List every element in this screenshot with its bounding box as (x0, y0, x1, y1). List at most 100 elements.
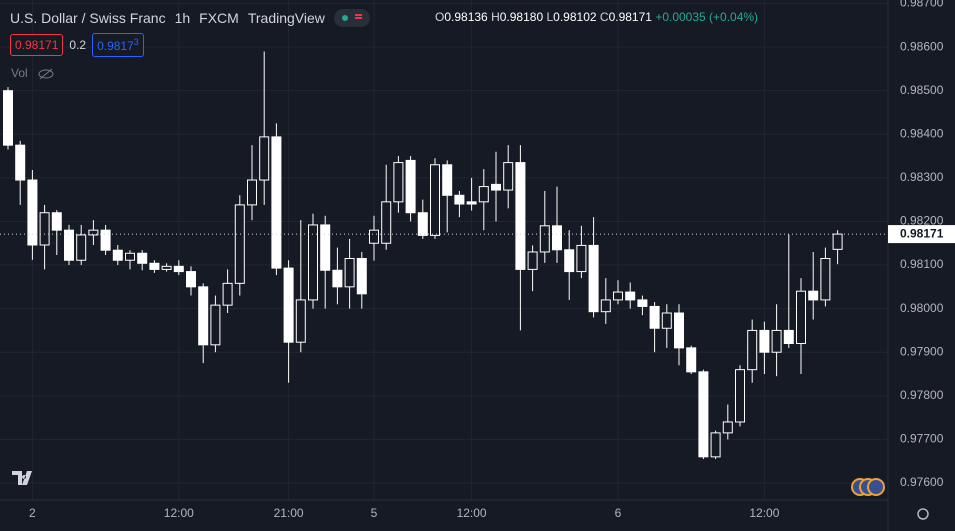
currency-flag (867, 478, 885, 496)
candle-body (503, 162, 514, 191)
candle-body (466, 201, 477, 205)
candle-body (588, 244, 599, 313)
x-tick-label: 5 (371, 506, 378, 520)
candle-body (15, 144, 26, 181)
candle-body (247, 179, 257, 206)
candle-body (125, 252, 135, 261)
candle-body (576, 244, 587, 273)
y-tick-label: 0.98100 (900, 257, 944, 271)
candle-body (381, 201, 392, 244)
candle-body (430, 164, 440, 236)
legend-value: 0.98180 (499, 10, 544, 24)
legend-value: 0.98136 (444, 10, 488, 24)
candle-body (686, 347, 697, 373)
symbol-title: U.S. Dollar / Swiss Franc (10, 10, 166, 26)
candle-body (722, 421, 733, 434)
legend-label: H (491, 10, 500, 24)
volume-label[interactable]: Vol (11, 66, 55, 80)
y-tick-label: 0.97600 (900, 475, 944, 489)
x-tick-label: 2 (29, 506, 36, 520)
candle-body (369, 229, 379, 244)
candle-body (820, 258, 831, 301)
candle-body (796, 290, 806, 345)
candle-body (491, 183, 501, 191)
candle-body (344, 258, 355, 288)
candle-body (39, 212, 50, 246)
candle-body (64, 229, 74, 261)
candle-body (186, 271, 196, 288)
candle-body (832, 233, 843, 250)
buy-button[interactable]: 0.98173 (92, 33, 144, 57)
candle-body (210, 304, 221, 346)
change: +0.00035 (+0.04%) (655, 10, 759, 24)
candle-body (417, 212, 428, 236)
candle-body (759, 329, 770, 353)
candle-body (552, 225, 562, 251)
legend-value: 0.98171 (608, 10, 652, 24)
candle-body (442, 164, 453, 196)
legend-label: L (546, 10, 554, 24)
last-price-badge (888, 225, 955, 244)
candle-body (356, 258, 367, 295)
y-tick-label: 0.98300 (900, 170, 944, 184)
x-tick-label: 12:00 (164, 506, 194, 520)
candle-body (295, 299, 306, 343)
buy-price: 0.9817 (97, 39, 134, 53)
y-tick-label: 0.98700 (900, 0, 944, 10)
x-tick-label: 12:00 (749, 506, 779, 520)
candle-body (271, 136, 282, 269)
tv-logo (12, 471, 32, 485)
y-tick-label: 0.98200 (900, 214, 944, 228)
candle-body (332, 269, 343, 288)
candle-body (454, 194, 465, 205)
candle-body (783, 329, 794, 345)
candle-body (600, 299, 611, 313)
candle-body (613, 291, 623, 301)
candle-body (112, 249, 123, 261)
candle-body (137, 252, 148, 264)
legend-value: 0.98102 (553, 10, 597, 24)
y-tick-label: 0.97900 (900, 344, 944, 358)
symbol-header[interactable]: U.S. Dollar / Swiss Franc 1h FXCM Tradin… (10, 9, 370, 27)
candle-body (259, 136, 270, 181)
trade-buttons: 0.98171 0.2 0.98173 (10, 33, 144, 57)
candle-body (637, 299, 648, 307)
y-tick-label: 0.98000 (900, 301, 944, 315)
x-tick-label: 21:00 (274, 506, 304, 520)
y-tick-label: 0.98500 (900, 83, 944, 97)
exchange: FXCM (199, 10, 239, 26)
volume-text: Vol (11, 66, 28, 80)
interval: 1h (174, 10, 191, 26)
candle-body (283, 267, 294, 343)
ohlc-legend: O0.98136 H0.98180 L0.98102 C0.98171 +0.0… (435, 10, 758, 24)
x-tick-label: 6 (615, 506, 622, 520)
candle-body (527, 251, 538, 270)
candle-body (198, 286, 209, 346)
source: TradingView (247, 10, 325, 26)
legend-label: C (599, 10, 609, 24)
candle-body (771, 329, 782, 353)
spread: 0.2 (69, 38, 87, 52)
candle-body (88, 229, 99, 236)
candle-body (393, 162, 404, 203)
candle-body (100, 229, 111, 251)
buy-price-pip: 3 (133, 37, 139, 47)
candle-body (320, 224, 331, 271)
candle-body (539, 225, 550, 253)
candle-body (747, 329, 758, 371)
y-tick-label: 0.97700 (900, 432, 944, 446)
candle-body (308, 224, 318, 301)
y-tick-label: 0.98400 (900, 126, 944, 140)
candle-body (710, 432, 721, 458)
last-price-label: 0.98171 (900, 226, 944, 240)
candle-body (674, 312, 684, 349)
candle-body (649, 305, 660, 329)
status-pill (333, 9, 370, 27)
hide-icon (38, 68, 54, 80)
candle-body (234, 204, 245, 284)
sell-button[interactable]: 0.98171 (10, 34, 64, 56)
candle-body (173, 265, 184, 273)
candle-body (808, 290, 819, 301)
candle-body (515, 162, 526, 270)
